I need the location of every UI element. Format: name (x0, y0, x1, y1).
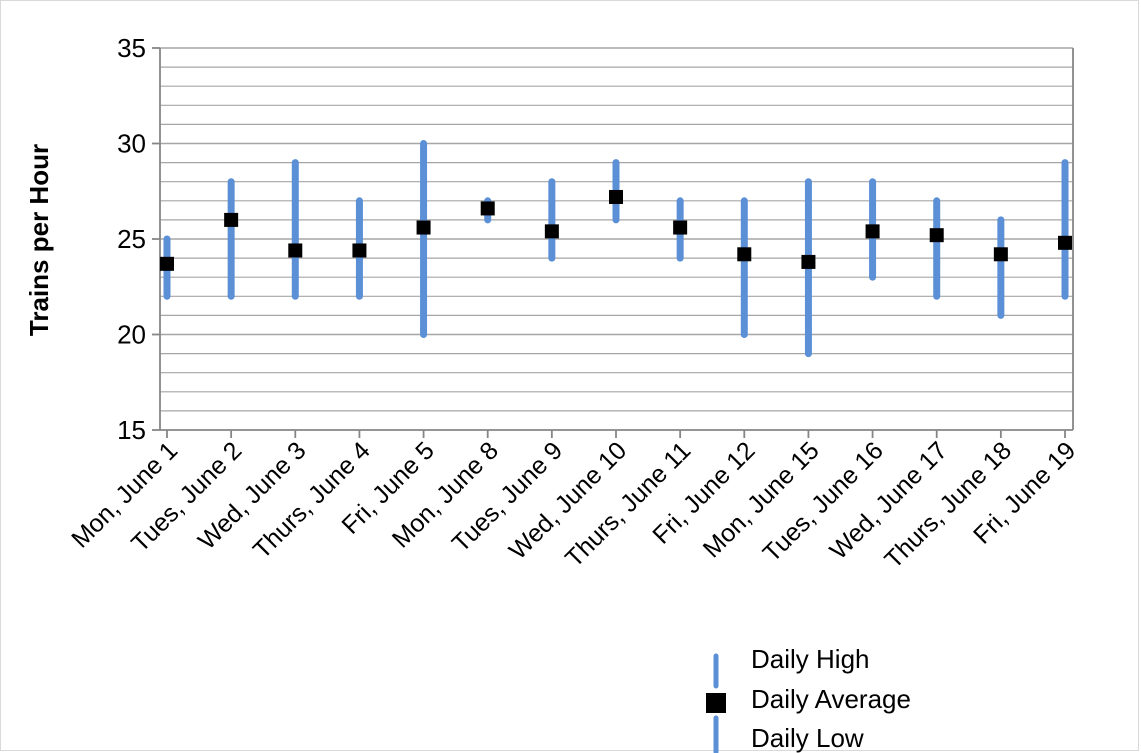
average-marker (737, 247, 752, 262)
legend-label: Daily Low (751, 723, 864, 753)
axes (152, 47, 1074, 438)
average-marker (673, 220, 688, 235)
average-marker (288, 243, 303, 258)
average-marker (352, 243, 367, 258)
data-marks (160, 140, 1072, 358)
y-tick-labels: 15 20 25 30 35 (117, 33, 146, 445)
average-marker (480, 201, 495, 216)
y-tick-label: 20 (117, 320, 146, 350)
average-marker (801, 254, 816, 269)
legend-average-symbol (706, 693, 726, 713)
average-marker (544, 224, 559, 239)
y-axis-title: Trains per Hour (24, 144, 54, 336)
legend-label: Daily High (751, 644, 870, 674)
average-marker (416, 220, 431, 235)
y-tick-label: 15 (117, 415, 146, 445)
y-tick-label: 35 (117, 33, 146, 63)
legend: Daily High Daily Average Daily Low (706, 644, 911, 753)
y-tick-label: 30 (117, 129, 146, 159)
average-marker (160, 256, 174, 271)
legend-label: Daily Average (751, 684, 911, 714)
average-marker (224, 212, 239, 227)
y-tick-label: 25 (117, 224, 146, 254)
average-marker (993, 247, 1008, 262)
average-marker (609, 189, 623, 204)
average-marker (865, 224, 880, 239)
average-marker (1058, 235, 1072, 250)
average-marker (929, 228, 944, 243)
